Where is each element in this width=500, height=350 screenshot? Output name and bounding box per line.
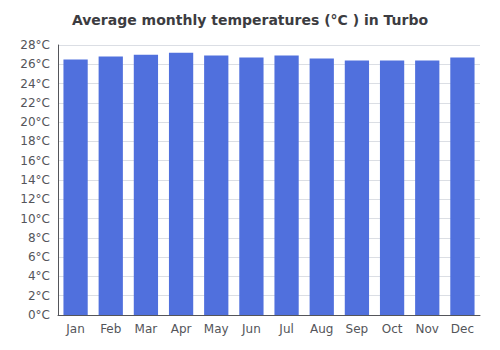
svg-text:Nov: Nov: [416, 322, 439, 336]
svg-text:Jan: Jan: [65, 322, 85, 336]
svg-text:Mar: Mar: [135, 322, 158, 336]
svg-text:24°C: 24°C: [20, 77, 50, 91]
svg-text:0°C: 0°C: [28, 308, 50, 322]
svg-text:28°C: 28°C: [20, 38, 50, 52]
svg-text:18°C: 18°C: [20, 134, 50, 148]
svg-text:Dec: Dec: [451, 322, 474, 336]
svg-text:6°C: 6°C: [28, 250, 50, 264]
svg-text:2°C: 2°C: [28, 289, 50, 303]
svg-text:Average monthly temperatures (: Average monthly temperatures (°C ) in Tu…: [72, 12, 429, 28]
svg-text:Apr: Apr: [171, 322, 192, 336]
svg-text:Jul: Jul: [278, 322, 293, 336]
svg-text:10°C: 10°C: [20, 212, 50, 226]
svg-text:May: May: [204, 322, 229, 336]
svg-text:14°C: 14°C: [20, 173, 50, 187]
svg-text:4°C: 4°C: [28, 269, 50, 283]
svg-text:Sep: Sep: [346, 322, 369, 336]
svg-text:16°C: 16°C: [20, 154, 50, 168]
svg-text:Feb: Feb: [100, 322, 121, 336]
svg-text:Aug: Aug: [310, 322, 333, 336]
svg-text:Jun: Jun: [241, 322, 261, 336]
svg-text:20°C: 20°C: [20, 115, 50, 129]
svg-text:8°C: 8°C: [28, 231, 50, 245]
svg-text:26°C: 26°C: [20, 57, 50, 71]
svg-text:Oct: Oct: [382, 322, 403, 336]
svg-text:22°C: 22°C: [20, 96, 50, 110]
svg-text:12°C: 12°C: [20, 192, 50, 206]
